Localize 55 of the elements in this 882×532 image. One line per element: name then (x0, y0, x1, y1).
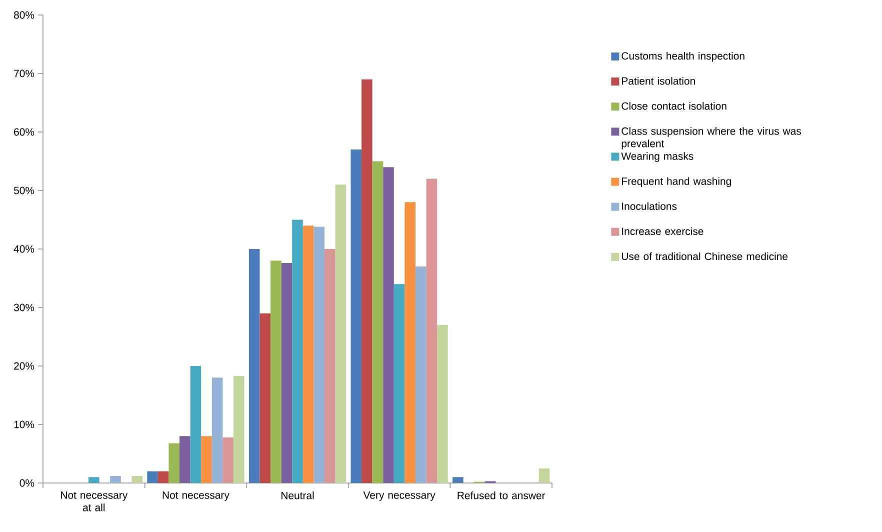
bar (248, 248, 260, 483)
x-tick-label: Very necessary (363, 492, 436, 501)
bar (222, 437, 234, 483)
y-tick-label: 10% (14, 420, 34, 428)
y-tick-label: 60% (14, 128, 34, 136)
bar (452, 477, 464, 483)
bar (394, 284, 405, 483)
bar (270, 260, 282, 483)
x-tick-label: Refused to answer (458, 492, 546, 500)
bar (538, 468, 550, 483)
bar (88, 477, 100, 483)
x-tick-label: Not necessary (162, 492, 230, 501)
x-tick-label: Neutral (282, 492, 314, 500)
y-tick-label: 50% (14, 186, 34, 194)
y-tick-label: 0% (20, 479, 34, 487)
bar (383, 167, 394, 483)
bar (132, 476, 142, 483)
legend-label: Use of traditional Chinese medicine (622, 252, 788, 260)
bar (314, 226, 324, 483)
bar (350, 150, 362, 483)
legend-label: Increase exercise (622, 227, 704, 236)
bar (260, 313, 271, 483)
bar (426, 178, 438, 483)
y-tick-label: 20% (14, 362, 34, 370)
bar (335, 184, 346, 483)
bar (362, 79, 372, 483)
y-tick-label: 40% (14, 245, 34, 253)
legend-label: Patient isolation (622, 77, 695, 85)
legend-label: Customs health inspection (622, 52, 744, 62)
bar (372, 161, 384, 483)
bar (324, 248, 336, 483)
bar (292, 220, 303, 483)
bar (233, 376, 244, 483)
bar (168, 443, 180, 483)
x-tick-label: Not necessary at all (61, 492, 128, 512)
bar (180, 436, 190, 483)
legend-label: Frequent hand washing (622, 177, 731, 187)
y-tick-label: 80% (14, 11, 34, 19)
bar (158, 471, 169, 483)
legend-label: Wearing masks (621, 152, 694, 162)
legend-label: Class suspension where the virus was prevalent (622, 127, 801, 150)
bar (190, 366, 202, 483)
y-tick-label: 30% (14, 304, 34, 312)
bar (404, 202, 416, 483)
bar (147, 471, 158, 483)
legend-label: Close contact isolation (622, 102, 726, 110)
bar (415, 266, 426, 483)
bar (201, 436, 212, 483)
y-tick-label: 70% (14, 70, 34, 78)
legend-label: Inoculations (622, 202, 677, 210)
bar (281, 263, 292, 483)
bar (110, 476, 121, 483)
bar (212, 378, 223, 483)
bar (437, 325, 448, 483)
bar (302, 226, 314, 483)
